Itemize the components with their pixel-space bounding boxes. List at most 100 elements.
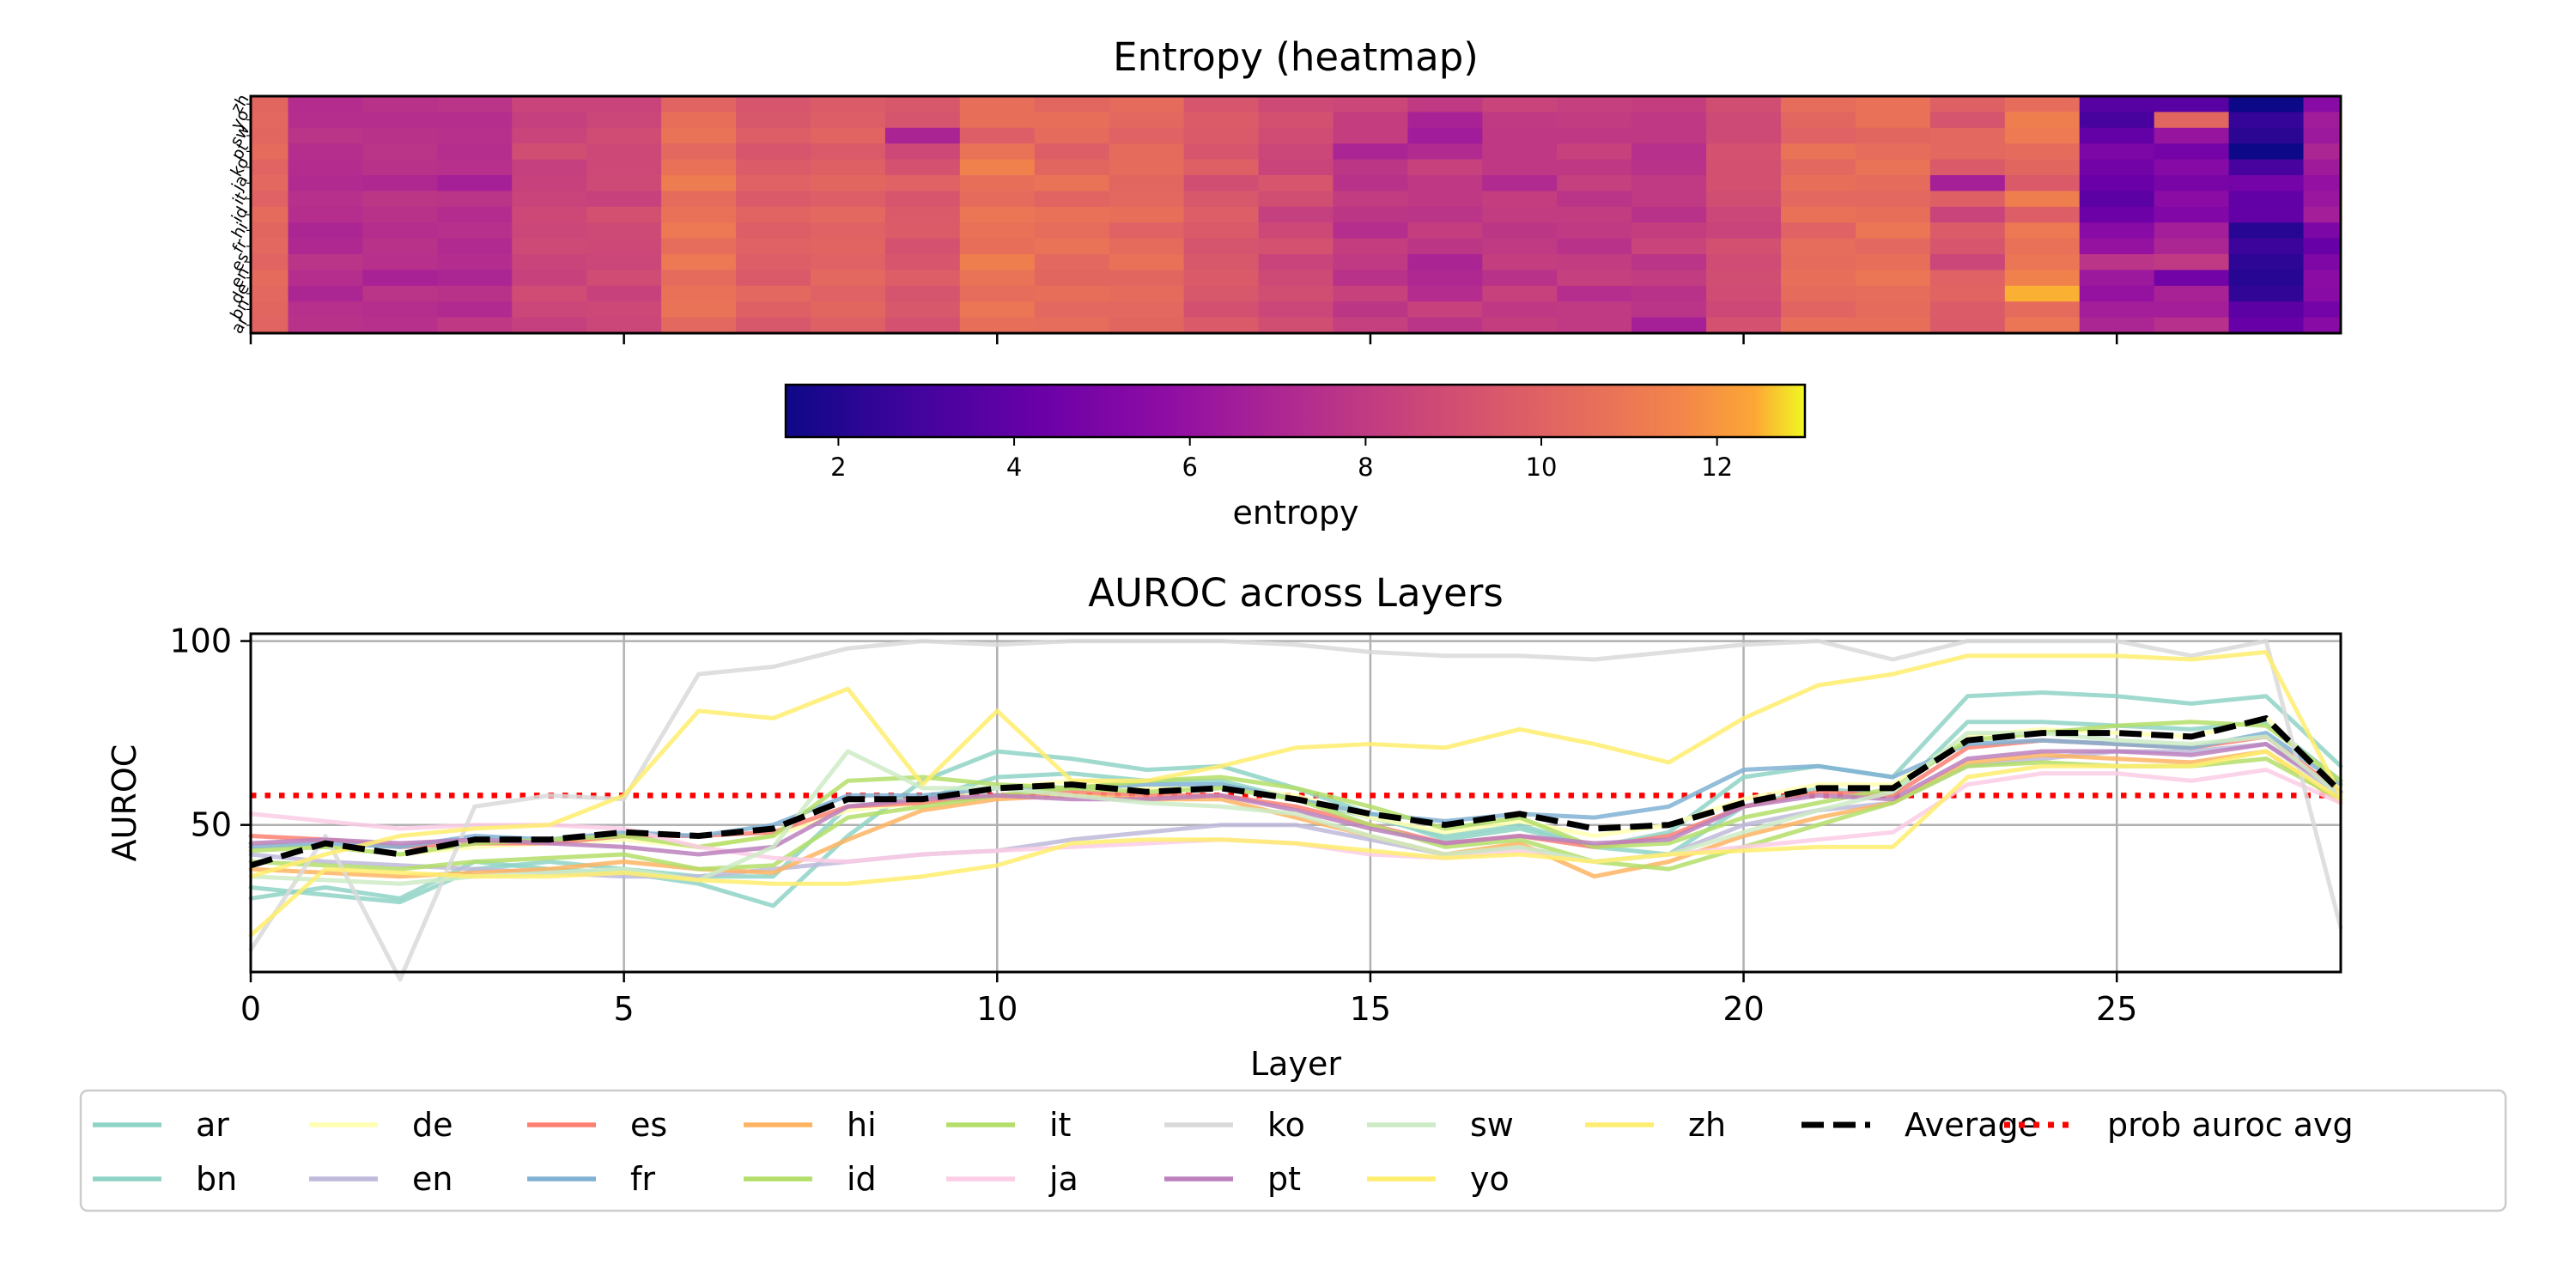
heatmap-cell — [362, 285, 438, 302]
heatmap-cell — [959, 222, 1036, 240]
heatmap-cell — [736, 238, 811, 255]
heatmap-cell — [959, 254, 1036, 270]
heatmap-cell — [2079, 127, 2155, 144]
heatmap-cell — [251, 127, 289, 144]
heatmap-cell — [1631, 159, 1707, 176]
heatmap-cell — [1557, 254, 1632, 270]
heatmap-cell — [1631, 112, 1707, 129]
heatmap-cell — [1109, 285, 1185, 302]
heatmap-cell — [2004, 285, 2081, 302]
heatmap-cell — [586, 175, 662, 191]
heatmap-cell — [586, 191, 662, 208]
heatmap-cell — [661, 159, 737, 176]
heatmap-cell — [437, 191, 513, 208]
heatmap-cell — [2079, 301, 2155, 319]
series-line-sw — [248, 731, 2343, 886]
heatmap-cell — [362, 254, 438, 270]
heatmap-cell — [1855, 285, 1931, 302]
heatmap-cell — [810, 112, 886, 129]
colorbar-ticks: 2 4 6 8 10 12 — [830, 437, 1733, 482]
heatmap-cell — [2004, 222, 2081, 240]
heatmap-cell — [1631, 285, 1707, 302]
heatmap-cell — [288, 127, 363, 144]
heatmap-cell — [437, 301, 513, 319]
heatmap-cell — [2004, 127, 2081, 144]
heatmap-cell — [1631, 143, 1707, 161]
heatmap-cell — [586, 301, 662, 319]
legend-label-it: it — [1049, 1106, 1071, 1144]
legend-label-prob-auroc-avg: prob auroc avg — [2107, 1106, 2354, 1144]
heatmap-cell — [959, 96, 1036, 112]
heatmap-cell — [1929, 206, 2006, 223]
heatmap-cell — [1557, 159, 1632, 176]
heatmap-cell — [1183, 206, 1260, 223]
y-tick-label: 50 — [191, 806, 232, 844]
heatmap-cell — [437, 285, 513, 302]
heatmap-cell — [362, 96, 438, 112]
heatmap-cell — [1333, 317, 1408, 334]
heatmap-cell — [2004, 238, 2081, 255]
heatmap-cell — [1333, 127, 1408, 144]
heatmap-cell — [1781, 127, 1856, 144]
heatmap-cell — [512, 112, 587, 129]
heatmap-cell — [736, 159, 811, 176]
heatmap-cell — [2154, 317, 2230, 334]
heatmap-cell — [1183, 159, 1260, 176]
heatmap-cell — [2303, 191, 2342, 208]
colorbar-tick-label: 12 — [1701, 453, 1733, 482]
heatmap-cell — [1706, 238, 1782, 255]
heatmap-cell — [1482, 206, 1558, 223]
heatmap-cell — [959, 238, 1036, 255]
heatmap-cell — [2303, 301, 2342, 319]
line-chart-grid — [251, 634, 2341, 972]
heatmap-cell — [1706, 96, 1782, 112]
x-tick-label: 0 — [240, 990, 261, 1028]
heatmap-cell — [1258, 175, 1334, 191]
heatmap-cell — [736, 143, 811, 161]
heatmap-cell — [2303, 238, 2342, 255]
heatmap-cell — [1333, 96, 1408, 112]
heatmap-cell — [1631, 127, 1707, 144]
series-line-average — [250, 715, 2343, 869]
heatmap-cell — [362, 206, 438, 223]
heatmap-cell — [288, 317, 363, 334]
heatmap-cell — [884, 270, 961, 287]
heatmap-cell — [736, 112, 811, 129]
heatmap-cell — [1407, 301, 1483, 319]
heatmap-cell — [2228, 285, 2305, 302]
heatmap-cell — [1258, 222, 1334, 240]
heatmap-cell — [736, 127, 811, 144]
heatmap-cell — [2303, 317, 2342, 334]
heatmap-cell — [810, 191, 886, 208]
heatmap-cell — [959, 301, 1036, 319]
heatmap-cell — [2004, 270, 2081, 287]
heatmap-cell — [2154, 143, 2230, 161]
colorbar-tick-label: 4 — [1006, 453, 1022, 482]
colorbar-tick-label: 10 — [1526, 453, 1558, 482]
heatmap-cell — [1034, 175, 1110, 191]
legend-label-zh: zh — [1688, 1106, 1726, 1144]
heatmap-cell — [2004, 301, 2081, 319]
heatmap-cell — [2303, 270, 2342, 287]
heatmap-cell — [288, 206, 363, 223]
heatmap-cell — [1855, 127, 1931, 144]
heatmap-cell — [2228, 112, 2305, 129]
heatmap-cell — [959, 317, 1036, 334]
heatmap-cell — [1258, 206, 1334, 223]
heatmap-cell — [437, 96, 513, 112]
heatmap-cell — [1482, 191, 1558, 208]
heatmap-cell — [251, 112, 289, 129]
heatmap-cell — [586, 285, 662, 302]
series-line-hi — [248, 749, 2343, 879]
heatmap-cell — [288, 301, 363, 319]
legend-label-bn: bn — [196, 1160, 237, 1198]
heatmap-cell — [661, 270, 737, 287]
heatmap-cell — [1781, 222, 1856, 240]
legend-label-en: en — [412, 1160, 453, 1198]
heatmap-cell — [1183, 143, 1260, 161]
heatmap-cell — [2154, 206, 2230, 223]
heatmap-cell — [1929, 317, 2006, 334]
heatmap-cell — [736, 317, 811, 334]
heatmap-cell — [1034, 222, 1110, 240]
heatmap-cell — [512, 222, 587, 240]
